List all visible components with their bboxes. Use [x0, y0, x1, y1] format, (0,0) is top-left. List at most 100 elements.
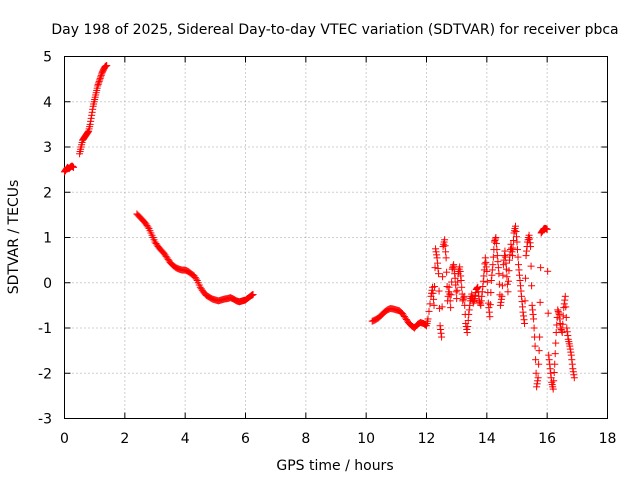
data-point [552, 339, 560, 347]
data-point [459, 295, 467, 303]
data-point [96, 74, 104, 82]
data-point [492, 234, 500, 241]
data-point [495, 280, 503, 288]
data-point [435, 270, 443, 278]
data-point [522, 252, 530, 260]
data-point [96, 76, 104, 84]
data-point [502, 259, 510, 267]
data-point [453, 286, 461, 294]
data-point [447, 304, 455, 312]
data-point [454, 278, 462, 286]
data-point [451, 274, 459, 282]
data-point [504, 277, 512, 285]
data-point [491, 237, 499, 245]
data-point [464, 322, 472, 330]
data-point [516, 271, 524, 279]
data-point [474, 283, 482, 291]
data-point [528, 282, 536, 290]
data-point [562, 303, 570, 311]
data-point [434, 259, 442, 267]
data-point [567, 348, 575, 356]
data-point [561, 296, 569, 304]
data-point [551, 360, 559, 368]
data-point [437, 329, 445, 337]
data-point [545, 356, 553, 364]
data-point [557, 326, 565, 334]
data-point [563, 324, 571, 332]
y-tick-label: 1 [43, 231, 52, 247]
data-point [544, 309, 552, 317]
data-point [433, 251, 441, 259]
data-point [428, 286, 436, 294]
y-tick-label: 4 [43, 95, 52, 111]
data-point [487, 276, 495, 284]
data-point [496, 301, 504, 309]
x-tick-label: 14 [478, 431, 496, 447]
data-point [479, 283, 487, 291]
x-tick-label: 12 [418, 431, 436, 447]
data-point [432, 245, 440, 253]
data-point [453, 295, 461, 303]
x-axis-tick-labels: 0 2 4 6 8 10 12 14 16 18 [60, 431, 616, 447]
data-point [529, 310, 537, 318]
data-point [530, 315, 538, 323]
data-point [460, 292, 468, 300]
data-point [489, 261, 497, 269]
data-point [558, 329, 566, 337]
data-point [494, 264, 502, 272]
data-point [483, 267, 491, 275]
chart-title: Day 198 of 2025, Sidereal Day-to-day VTE… [51, 22, 618, 38]
data-point [492, 240, 500, 248]
data-point [482, 263, 490, 271]
data-point [477, 297, 485, 305]
data-point [97, 71, 105, 79]
x-tick-label: 4 [181, 431, 190, 447]
data-point [536, 333, 544, 341]
data-point [500, 252, 508, 260]
data-point [529, 306, 537, 314]
data-point [450, 261, 458, 269]
data-point [463, 326, 471, 334]
data-point [497, 298, 505, 306]
data-point [463, 329, 471, 337]
data-point [512, 227, 520, 235]
data-point [530, 324, 538, 332]
x-tick-label: 2 [120, 431, 129, 447]
data-point [445, 283, 453, 291]
data-point [87, 114, 95, 122]
data-point [433, 254, 441, 262]
data-point [537, 264, 545, 272]
data-point [465, 310, 473, 318]
data-point [493, 252, 501, 260]
data-point [536, 298, 544, 306]
data-point [552, 329, 560, 337]
data-point [568, 356, 576, 364]
data-point [522, 274, 530, 282]
data-point [95, 77, 103, 85]
data-point [534, 377, 542, 385]
data-point [435, 287, 443, 295]
data-point [517, 282, 525, 290]
data-point [464, 316, 472, 324]
data-point [446, 290, 454, 298]
data-point [449, 262, 457, 270]
data-point [557, 324, 565, 332]
data-point [471, 295, 479, 303]
data-point [491, 235, 499, 243]
data-point [546, 365, 554, 373]
data-point [436, 322, 444, 330]
data-point [521, 297, 529, 305]
data-point [535, 360, 543, 368]
data-point [473, 285, 481, 293]
data-point [486, 301, 494, 309]
data-point [481, 260, 489, 268]
data-point [515, 261, 523, 269]
data-point [569, 368, 577, 376]
data-point [498, 282, 506, 290]
data-point [86, 120, 94, 128]
x-tick-label: 10 [357, 431, 375, 447]
data-point [497, 295, 505, 303]
data-point [452, 288, 460, 296]
data-point [459, 297, 467, 305]
data-point [439, 273, 447, 281]
